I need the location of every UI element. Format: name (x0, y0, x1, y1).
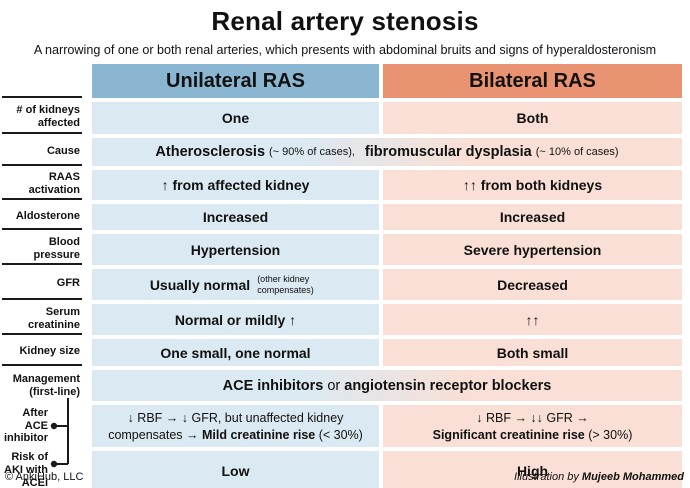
table-row-bp: Blood pressure Hypertension Severe hyper… (2, 234, 682, 265)
page-title: Renal artery stenosis (211, 6, 479, 36)
cell-management-span: ACE inhibitors or angiotensin receptor b… (92, 370, 682, 401)
cell-bp-bilateral: Severe hypertension (383, 234, 682, 265)
cause-fmd: fibromuscular dysplasia (364, 144, 532, 160)
cell-kidneys-unilateral: One (92, 102, 379, 134)
cell-after-ace-unilateral: ↓ RBF → ↓ GFR, but unaffected kidney com… (92, 405, 379, 447)
cell-gfr-bilateral: Decreased (383, 269, 682, 300)
copyright-text: © AnkiHub, LLC (5, 471, 84, 483)
management-or: or (327, 377, 341, 394)
cause-fmd-pct: (~ 10% of cases) (535, 146, 619, 158)
row-label-gfr: GFR (2, 269, 82, 300)
table-header-row: Unilateral RAS Bilateral RAS (2, 64, 682, 98)
cell-aki-unilateral: Low (92, 451, 379, 488)
column-header-bilateral: Bilateral RAS (383, 64, 682, 98)
row-label-management: Management (first-line) (12, 372, 80, 398)
table-row-creatinine: Serum creatinine Normal or mildly ↑ ↑↑ (2, 304, 682, 335)
cell-raas-bilateral: ↑↑ from both kidneys (383, 170, 682, 200)
management-ace-inhibitors: ACE inhibitors (222, 377, 324, 394)
cell-creatinine-unilateral: Normal or mildly ↑ (92, 304, 379, 335)
cell-kidney-size-unilateral: One small, one normal (92, 339, 379, 366)
after-ace-left-text: ↓ RBF → ↓ GFR, but unaffected kidney com… (108, 411, 344, 442)
cell-creatinine-bilateral: ↑↑ (383, 304, 682, 335)
table-row-gfr: GFR Usually normal (other kidney compens… (2, 269, 682, 300)
cell-aldosterone-bilateral: Increased (383, 204, 682, 230)
cell-after-ace-bilateral: ↓ RBF → ↓↓ GFR → Significant creatinine … (383, 405, 682, 447)
cause-atherosclerosis: Atherosclerosis (155, 144, 266, 160)
row-label-aldosterone: Aldosterone (2, 204, 82, 230)
cell-gfr-unilateral: Usually normal (other kidney compensates… (92, 269, 379, 300)
after-ace-right-pct: (> 30%) (584, 427, 633, 442)
management-arbs: angiotensin receptor blockers (344, 377, 552, 394)
table-row-management: Management (first-line) ACE inhibitors o… (2, 370, 682, 401)
page-subtitle: A narrowing of one or both renal arterie… (33, 43, 657, 57)
cell-aki-bilateral: High (383, 451, 682, 488)
after-ace-left-bold: Mild creatinine rise (201, 427, 316, 442)
cell-kidney-size-bilateral: Both small (383, 339, 682, 366)
cell-bp-unilateral: Hypertension (92, 234, 379, 265)
comparison-table: Unilateral RAS Bilateral RAS # of kidney… (2, 64, 682, 488)
row-label-raas: RAAS activation (2, 170, 82, 200)
after-ace-right-bold: Significant creatinine rise (432, 427, 585, 442)
row-label-aki: Risk of AKI with ACEi (2, 451, 82, 488)
table-row-aki: Risk of AKI with ACEi Low High (2, 451, 682, 488)
credit-prefix: Illustration by (514, 471, 582, 483)
cause-atherosclerosis-pct: (~ 90% of cases), (269, 146, 355, 158)
table-row-kidneys: # of kidneys affected One Both (2, 102, 682, 134)
table-row-kidney-size: Kidney size One small, one normal Both s… (2, 339, 682, 366)
row-label-kidneys: # of kidneys affected (2, 102, 82, 134)
after-ace-right-line2: Significant creatinine rise (> 30%) (389, 427, 676, 444)
cell-raas-unilateral: ↑ from affected kidney (92, 170, 379, 200)
gfr-compensates-note: (other kidney compensates) (257, 274, 314, 295)
cell-cause-span: Atherosclerosis (~ 90% of cases), fibrom… (92, 138, 682, 166)
table-row-aldosterone: Aldosterone Increased Increased (2, 204, 682, 230)
header-label-spacer (2, 64, 82, 98)
table-row-after-ace: After ACE inhibitor ↓ RBF → ↓ GFR, but u… (2, 405, 682, 447)
after-ace-left-pct: (< 30%) (315, 427, 363, 442)
row-label-creatinine: Serum creatinine (2, 304, 82, 335)
credit-name: Mujeeb Mohammed (581, 471, 684, 483)
table-row-raas: RAAS activation ↑ from affected kidney ↑… (2, 170, 682, 200)
cell-kidneys-bilateral: Both (383, 102, 682, 134)
after-ace-right-line1: ↓ RBF → ↓↓ GFR → (476, 411, 589, 425)
cell-aldosterone-unilateral: Increased (92, 204, 379, 230)
row-label-bp: Blood pressure (2, 234, 82, 265)
gfr-main-text: Usually normal (149, 276, 251, 293)
table-row-cause: Cause Atherosclerosis (~ 90% of cases), … (2, 138, 682, 166)
row-label-after-ace: After ACE inhibitor (4, 406, 48, 445)
row-label-kidney-size: Kidney size (2, 339, 82, 366)
row-label-cause: Cause (2, 138, 82, 166)
illustration-credit: Illustration by Mujeeb Mohammed (514, 471, 684, 483)
column-header-unilateral: Unilateral RAS (92, 64, 379, 98)
